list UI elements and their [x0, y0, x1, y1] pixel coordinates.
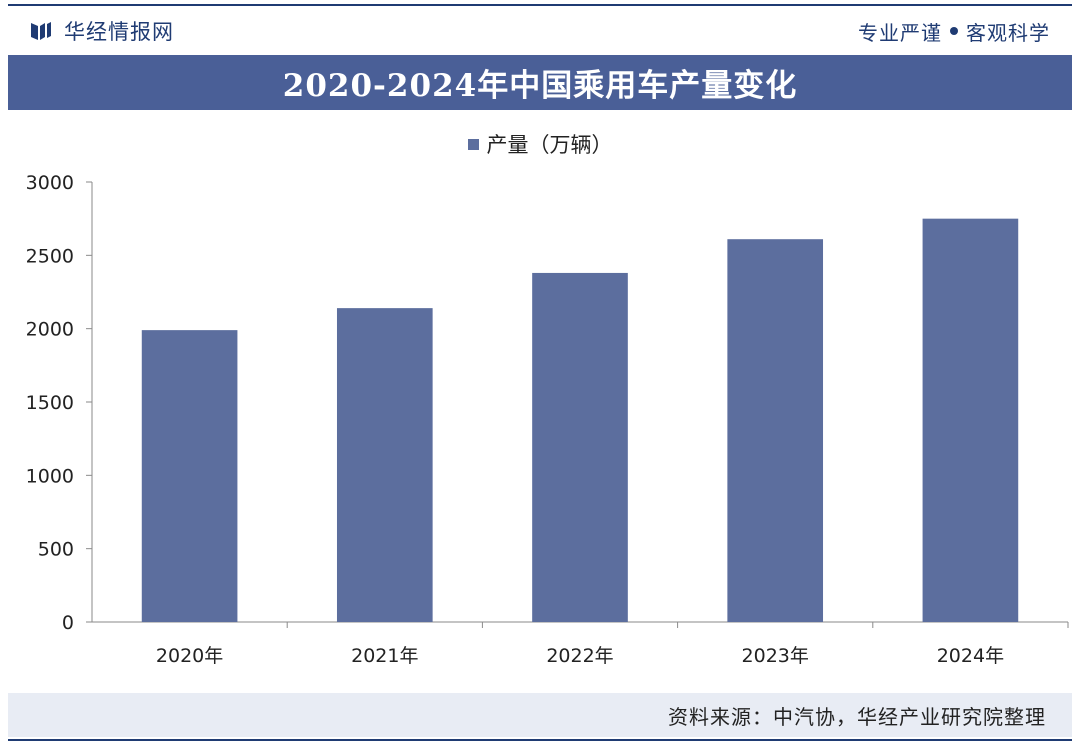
y-tick-label: 1500: [26, 392, 74, 414]
brand-logo-icon: [31, 22, 51, 40]
y-tick-label: 1000: [26, 465, 74, 487]
y-tick-label: 3000: [26, 172, 74, 194]
slogan: 专业严谨 客观科学: [858, 14, 1050, 48]
bar: [727, 239, 824, 622]
bottom-rule: [8, 739, 1072, 741]
y-tick-label: 0: [62, 612, 74, 634]
brand-name: 华经情报网: [64, 20, 174, 44]
x-tick-label: 2022年: [546, 645, 613, 667]
brand: 华经情报网: [30, 14, 174, 48]
chart-title: 2020-2024年中国乘用车产量变化: [282, 68, 798, 104]
bar: [336, 308, 433, 622]
y-tick-label: 500: [38, 539, 74, 561]
legend-swatch: [467, 138, 479, 150]
slogan-right: 客观科学: [966, 20, 1050, 45]
slogan-left: 专业严谨: [858, 20, 942, 45]
bar-chart: 0 500 1000 1500 2000 2500 3000 2020年 2021年 2022年 2…: [26, 172, 1069, 667]
title-band: 2020-2024年中国乘用车产量变化: [8, 55, 1072, 110]
source-text: 资料来源：中汽协，华经产业研究院整理: [668, 704, 1046, 729]
bar: [141, 330, 238, 622]
x-tick-label: 2024年: [937, 645, 1004, 667]
bar: [922, 218, 1019, 622]
y-tick-label: 2000: [26, 319, 74, 341]
source-band: 资料来源：中汽协，华经产业研究院整理: [8, 693, 1072, 737]
x-tick-label: 2020年: [156, 645, 223, 667]
top-rule: [8, 4, 1072, 6]
y-tick-label: 2500: [26, 245, 74, 267]
chart-area: 0 500 1000 1500 2000 2500 3000 2020年 2021年 2022年 2…: [0, 160, 1080, 680]
x-tick-label: 2021年: [351, 645, 418, 667]
x-tick-label: 2023年: [742, 645, 809, 667]
slogan-dot-icon: [950, 27, 958, 35]
bar: [532, 272, 628, 622]
top-bar: 华经情报网 专业严谨 客观科学: [0, 0, 1080, 55]
chart-legend: 产量（万辆）: [0, 126, 1080, 162]
legend-label: 产量（万辆）: [486, 133, 613, 157]
